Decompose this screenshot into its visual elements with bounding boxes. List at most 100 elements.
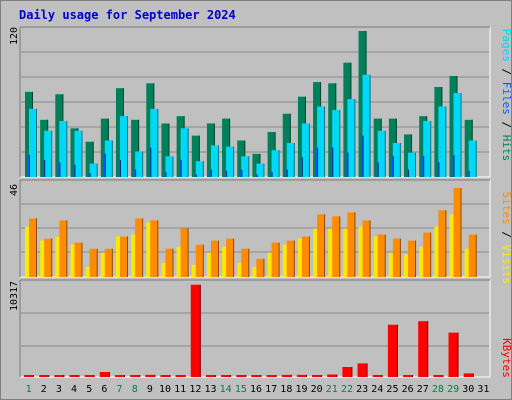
x-label-day-7: 7: [117, 384, 123, 395]
bar-sites-day-4: [74, 242, 83, 277]
bar-kbytes-day-26: [403, 375, 414, 377]
bar-kbytes-day-2: [39, 375, 50, 377]
x-label-day-28: 28: [432, 384, 444, 395]
bar-files-day-16: [256, 163, 265, 177]
x-label-day-31: 31: [477, 384, 489, 395]
x-label-day-10: 10: [159, 384, 171, 395]
x-label-day-21: 21: [326, 384, 338, 395]
x-label-day-27: 27: [417, 384, 429, 395]
bar-sites-day-13: [210, 240, 219, 277]
bar-files-day-19: [301, 123, 310, 177]
bar-kbytes-day-19: [296, 374, 307, 377]
bar-files-day-13: [210, 145, 219, 177]
bar-sites-day-28: [438, 210, 447, 277]
bar-files-day-1: [29, 108, 37, 177]
bar-kbytes-day-16: [251, 375, 262, 377]
bar-sites-day-12: [195, 244, 204, 277]
legend--sep-1: /: [500, 62, 512, 82]
bar-files-day-10: [165, 156, 174, 177]
bar-hits-day-8: [131, 119, 140, 177]
bar-sites-day-27: [423, 232, 432, 277]
bar-kbytes-day-14: [221, 375, 232, 377]
bar-files-day-20: [317, 106, 326, 177]
legend-kbytes: KBytes: [500, 338, 512, 378]
x-label-day-11: 11: [174, 384, 186, 395]
x-label-day-24: 24: [371, 384, 383, 395]
bar-kbytes-day-27: [418, 321, 429, 377]
bar-files-day-17: [271, 150, 280, 177]
x-label-day-30: 30: [462, 384, 474, 395]
bar-kbytes-day-9: [145, 374, 156, 377]
x-label-day-9: 9: [147, 384, 153, 395]
bar-sites-day-21: [332, 216, 341, 277]
visits-sites-legend: Sites / Visits: [500, 192, 512, 285]
bar-sites-day-29: [453, 188, 462, 277]
legend-files: Files: [500, 82, 512, 115]
bar-sites-day-11: [180, 228, 189, 277]
bar-sites-day-7: [119, 236, 128, 277]
bar-files-day-15: [241, 156, 250, 177]
x-label-day-22: 22: [341, 384, 353, 395]
bar-kbytes-day-5: [84, 375, 95, 377]
bar-hits-day-5: [85, 141, 94, 177]
bar-sites-day-5: [89, 248, 98, 277]
bar-sites-day-15: [241, 248, 250, 277]
bar-kbytes-day-21: [327, 374, 338, 377]
bar-kbytes-day-8: [130, 375, 141, 377]
bar-sites-day-26: [408, 240, 417, 277]
x-label-day-6: 6: [101, 384, 107, 395]
chart-title: Daily usage for September 2024: [19, 8, 236, 22]
bar-sites-day-10: [165, 248, 174, 277]
bar-files-day-3: [59, 121, 68, 177]
bar-files-day-18: [286, 142, 295, 177]
bar-sites-day-16: [256, 258, 265, 277]
bar-files-day-28: [438, 106, 447, 177]
x-label-day-5: 5: [86, 384, 92, 395]
x-label-day-15: 15: [235, 384, 247, 395]
bar-sites-day-8: [135, 218, 144, 277]
bar-files-day-12: [195, 161, 204, 177]
bar-kbytes-day-28: [433, 375, 444, 377]
bar-kbytes-day-15: [236, 375, 247, 377]
bar-sites-day-23: [362, 220, 371, 277]
bar-files-day-25: [392, 142, 401, 177]
bar-files-day-4: [74, 130, 83, 177]
legend-visits: Visits: [500, 245, 512, 285]
x-label-day-29: 29: [447, 384, 459, 395]
bar-files-day-22: [347, 99, 356, 177]
bar-files-day-24: [377, 130, 386, 177]
bar-files-day-5: [89, 163, 98, 177]
bar-kbytes-day-24: [372, 375, 383, 377]
x-label-day-12: 12: [189, 384, 201, 395]
bar-files-day-14: [226, 146, 235, 177]
bar-kbytes-day-29: [448, 332, 459, 377]
bar-sites-day-19: [301, 236, 310, 277]
bar-kbytes-day-22: [342, 366, 353, 377]
bar-sites-day-20: [317, 214, 326, 277]
bar-files-day-30: [468, 140, 477, 177]
bar-kbytes-day-20: [312, 375, 323, 377]
bar-files-day-27: [423, 121, 432, 177]
bar-sites-day-14: [226, 238, 235, 277]
hits-files-pages-ymax-label: 120: [9, 27, 20, 45]
legend-hits: Hits: [500, 135, 512, 162]
bar-kbytes-day-6: [99, 371, 110, 377]
bar-kbytes-day-11: [175, 375, 186, 377]
bar-sites-day-1: [29, 218, 37, 277]
x-label-day-17: 17: [265, 384, 277, 395]
bar-files-day-6: [104, 140, 113, 177]
bar-sites-day-9: [150, 220, 159, 277]
kbytes-legend: KBytes: [500, 338, 512, 378]
legend-sites: Sites: [500, 192, 512, 225]
x-label-day-1: 1: [26, 384, 32, 395]
bar-files-day-11: [180, 128, 189, 177]
bar-files-day-7: [119, 116, 128, 177]
legend--sep-1: /: [500, 225, 512, 245]
bar-kbytes-day-3: [54, 375, 65, 377]
bar-kbytes-day-7: [114, 375, 125, 377]
x-label-day-19: 19: [295, 384, 307, 395]
bar-files-day-2: [44, 130, 53, 177]
bar-kbytes-day-23: [357, 363, 368, 377]
bar-kbytes-day-10: [160, 375, 171, 377]
